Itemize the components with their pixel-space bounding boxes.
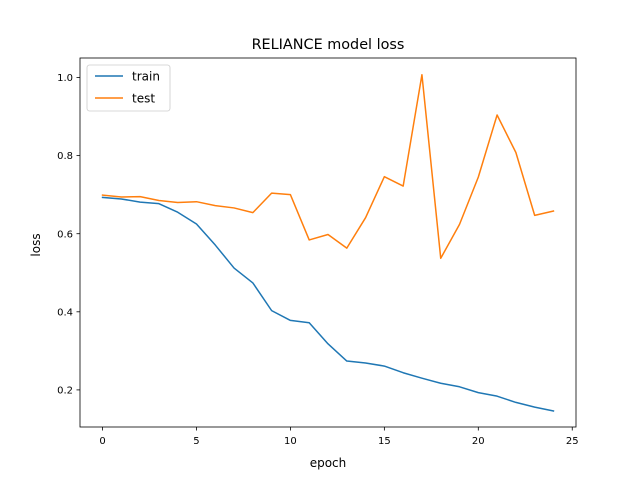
plot-area: 0 5 10 15 20 25 0.2 0.4 0.6 0.8 1.0: [57, 57, 579, 447]
y-tick-label: 0.2: [57, 386, 73, 397]
y-tick-label: 0.6: [57, 229, 73, 240]
legend-label-train: train: [132, 70, 160, 84]
y-axis-label: loss: [29, 233, 43, 256]
legend: train test: [86, 64, 171, 112]
x-tick-label: 10: [284, 436, 297, 447]
y-tick-label: 0.4: [57, 307, 73, 318]
series-line-test: [101, 74, 555, 260]
x-tick-label: 0: [99, 436, 105, 447]
x-tick-label: 5: [193, 436, 199, 447]
legend-label-test: test: [132, 92, 155, 106]
series-line-train: [101, 196, 555, 412]
x-tick-label: 25: [566, 436, 579, 447]
y-tick-label: 0.8: [57, 151, 73, 162]
chart-title: RELIANCE model loss: [252, 37, 405, 53]
axes-frame: [79, 57, 577, 428]
x-tick-label: 15: [378, 436, 391, 447]
x-axis-label: epoch: [310, 456, 347, 470]
x-tick-label: 20: [472, 436, 485, 447]
y-tick-label: 1.0: [57, 73, 73, 84]
